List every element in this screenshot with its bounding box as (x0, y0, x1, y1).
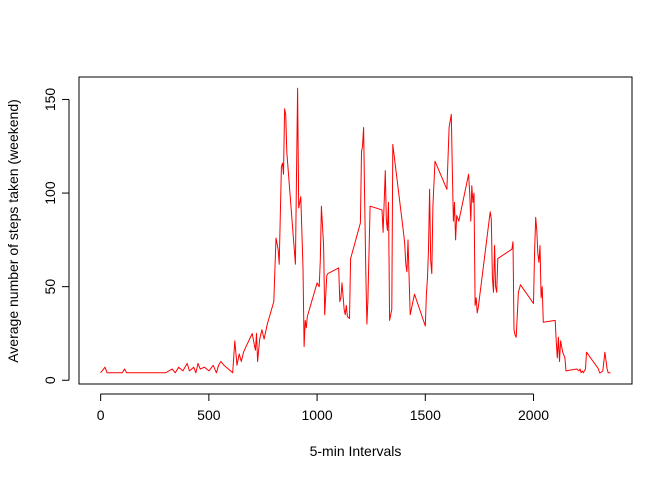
x-tick-label: 1500 (410, 407, 441, 423)
x-axis-label: 5-min Intervals (310, 443, 402, 459)
x-tick-label: 1000 (302, 407, 333, 423)
plot-area (78, 76, 633, 385)
plot-frame (78, 76, 633, 385)
y-tick-label: 100 (42, 181, 58, 205)
y-axis-label: Average number of steps taken (weekend) (5, 99, 21, 363)
data-layer (100, 87, 611, 374)
y-tick-label: 50 (42, 279, 58, 295)
x-axis: 0 500 1000 1500 2000 (97, 393, 549, 423)
y-tick-label: 150 (42, 88, 58, 112)
y-axis: 0 50 100 150 (42, 88, 70, 384)
x-tick-label: 0 (97, 407, 105, 423)
series-line (100, 87, 611, 374)
x-tick-label: 500 (197, 407, 221, 423)
x-tick-label: 2000 (518, 407, 549, 423)
y-tick-label: 0 (42, 376, 58, 384)
